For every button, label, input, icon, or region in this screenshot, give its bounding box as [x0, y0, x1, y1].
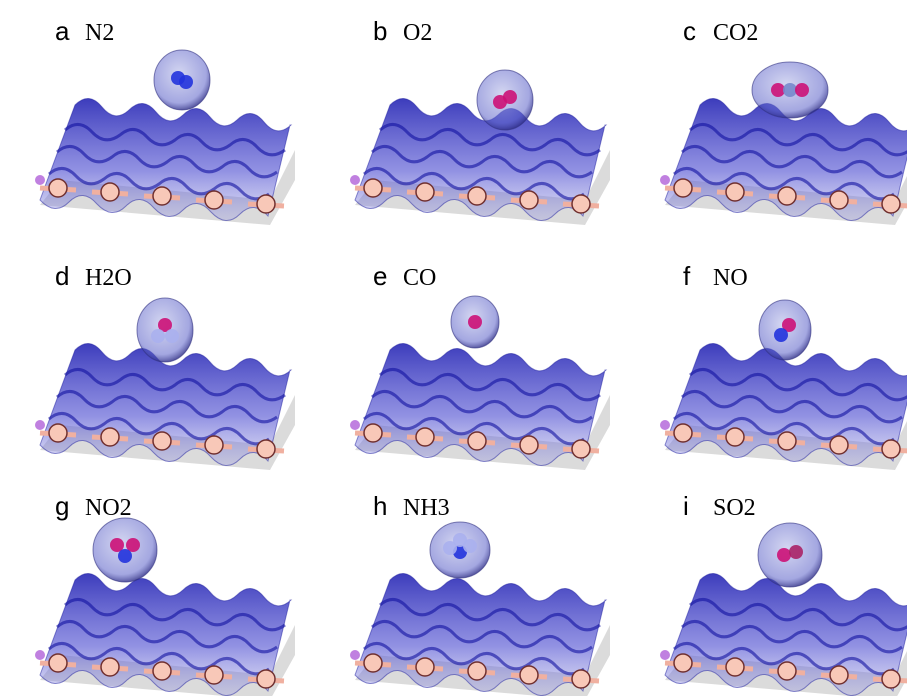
edge-atom [35, 420, 45, 430]
atom [416, 658, 434, 676]
atom [364, 179, 382, 197]
panel-label: CO2 [713, 20, 758, 46]
panel-letter: d [55, 261, 69, 291]
molecule-atom [771, 83, 785, 97]
atom [726, 183, 744, 201]
molecule-atom [453, 533, 467, 547]
panel-label: N2 [85, 20, 114, 46]
figure: a N2 b O2 c CO2 d H2O e CO f NO g NO2 h NH3 i SO2 [0, 0, 907, 696]
atom [205, 191, 223, 209]
panel: i SO2 [660, 491, 907, 696]
edge-atom [350, 650, 360, 660]
atom [468, 662, 486, 680]
molecule-atom [151, 329, 165, 343]
atom [49, 654, 67, 672]
molecule-atom [777, 548, 791, 562]
molecule-atom [179, 75, 193, 89]
panel: h NH3 [350, 491, 610, 696]
panel-label: O2 [403, 20, 432, 46]
panel-letter: g [55, 491, 69, 521]
panel-letter: i [683, 491, 689, 521]
molecule-atom [118, 549, 132, 563]
panel-label: NO2 [85, 495, 132, 521]
atom [257, 440, 275, 458]
atom [153, 432, 171, 450]
atom [882, 670, 900, 688]
atom [830, 436, 848, 454]
edge-atom [660, 650, 670, 660]
atom [674, 654, 692, 672]
atom [101, 658, 119, 676]
panel-label: CO [403, 265, 436, 291]
atom [572, 195, 590, 213]
atom [364, 654, 382, 672]
atom [416, 428, 434, 446]
atom [572, 670, 590, 688]
molecule-atom [795, 83, 809, 97]
panel-label: NO [713, 265, 748, 291]
atom [101, 428, 119, 446]
panel: a N2 [35, 16, 295, 225]
panel-letter: f [683, 261, 691, 291]
panel: g NO2 [35, 491, 295, 696]
atom [572, 440, 590, 458]
edge-atom [35, 650, 45, 660]
atom [257, 195, 275, 213]
atom [726, 658, 744, 676]
molecule-atom [503, 90, 517, 104]
panel-label: H2O [85, 265, 132, 291]
edge-atom [350, 420, 360, 430]
atom [778, 432, 796, 450]
atom [101, 183, 119, 201]
atom [205, 436, 223, 454]
atom [674, 179, 692, 197]
atom [778, 662, 796, 680]
panel: f NO [660, 261, 907, 470]
atom [520, 191, 538, 209]
panel-label: SO2 [713, 495, 756, 521]
atom [830, 666, 848, 684]
atom [778, 187, 796, 205]
atom [882, 195, 900, 213]
atom [882, 440, 900, 458]
panel-letter: e [373, 261, 387, 291]
atom [49, 424, 67, 442]
molecule-atom [165, 329, 179, 343]
panel: e CO [350, 261, 610, 470]
edge-atom [350, 175, 360, 185]
atom [520, 666, 538, 684]
panel: b O2 [350, 16, 610, 225]
panel-letter: c [683, 16, 696, 46]
edge-atom [35, 175, 45, 185]
atom [153, 187, 171, 205]
atom [726, 428, 744, 446]
atom [468, 432, 486, 450]
panel: d H2O [35, 261, 295, 470]
molecule-atom [783, 83, 797, 97]
molecule-atom [468, 315, 482, 329]
atom [674, 424, 692, 442]
panel-label: NH3 [403, 495, 450, 521]
atom [520, 436, 538, 454]
molecule-atom [789, 545, 803, 559]
atom [49, 179, 67, 197]
atom [205, 666, 223, 684]
atom [364, 424, 382, 442]
molecule-atom [774, 328, 788, 342]
panel: c CO2 [660, 16, 907, 225]
edge-atom [660, 175, 670, 185]
atom [416, 183, 434, 201]
panel-letter: h [373, 491, 387, 521]
panel-letter: a [55, 16, 70, 46]
atom [830, 191, 848, 209]
atom [468, 187, 486, 205]
panel-letter: b [373, 16, 387, 46]
edge-atom [660, 420, 670, 430]
atom [257, 670, 275, 688]
atom [153, 662, 171, 680]
